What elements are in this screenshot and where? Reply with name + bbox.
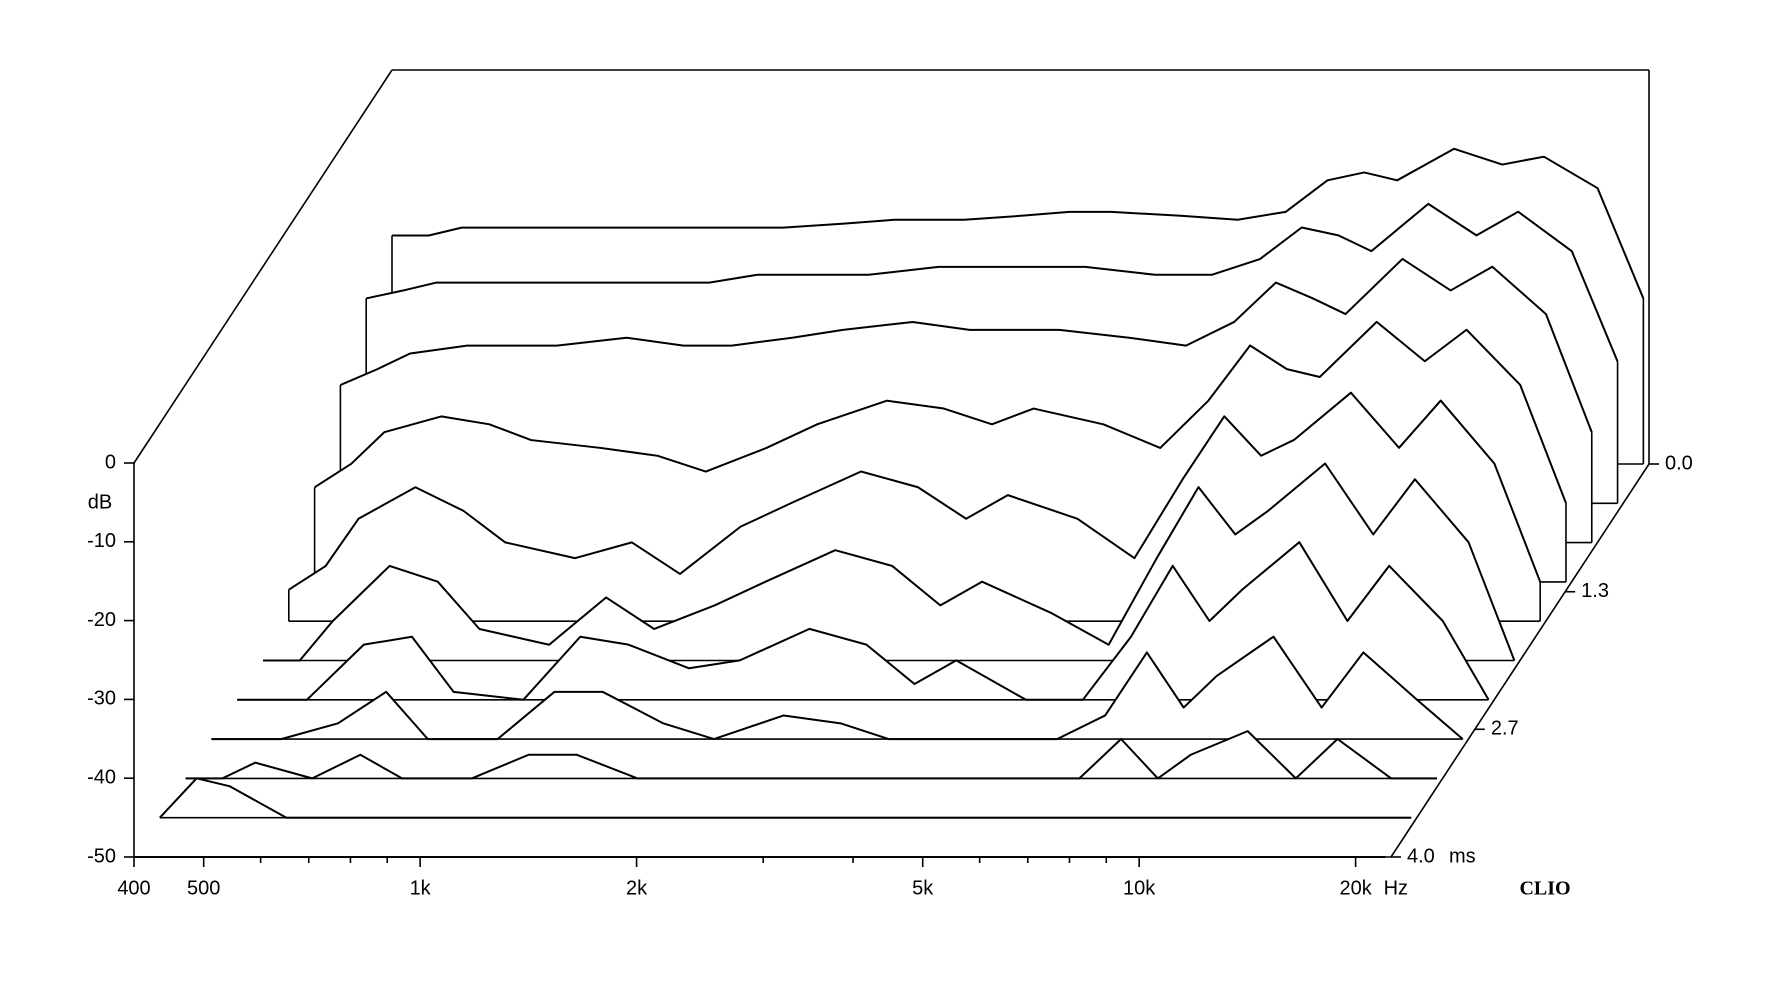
slice-curve — [288, 391, 1542, 591]
x-unit: Hz — [1384, 877, 1408, 899]
slice-curve — [392, 147, 1645, 299]
z-tick-label: 0.0 — [1665, 452, 1693, 474]
slice-fill — [237, 542, 1489, 700]
slice-curve — [211, 635, 1464, 741]
y-tick-label: -40 — [87, 766, 116, 788]
y-axis-label: dB — [88, 491, 112, 513]
slice-curve — [314, 320, 1567, 504]
slice-fill — [211, 636, 1463, 740]
z-unit: ms — [1449, 845, 1476, 867]
y-tick-label: -50 — [87, 845, 116, 867]
x-tick-label: 20k — [1339, 877, 1372, 899]
y-tick-label: 0 — [105, 451, 116, 473]
frame-line — [1390, 463, 1650, 858]
z-tick-label: 1.3 — [1581, 580, 1609, 602]
slice-curve — [237, 541, 1490, 701]
y-tick-label: -20 — [87, 609, 116, 631]
z-tick-label: 4.0 — [1407, 845, 1435, 867]
y-tick-label: -10 — [87, 530, 116, 552]
x-tick-label: 1k — [410, 877, 432, 899]
brand: CLIO — [1519, 878, 1570, 900]
slice-curve — [159, 777, 1412, 819]
y-tick-label: -30 — [87, 688, 116, 710]
x-tick-label: 10k — [1123, 877, 1156, 899]
slice-curve — [185, 730, 1437, 780]
z-tick-label: 2.7 — [1491, 718, 1519, 740]
x-tick-label: 500 — [187, 877, 220, 899]
x-tick-label: 5k — [912, 877, 934, 899]
frame-line — [133, 69, 393, 464]
x-tick-label: 2k — [626, 877, 648, 899]
x-tick-label: 400 — [117, 877, 150, 899]
slice-curve — [340, 257, 1593, 433]
slice-curve — [365, 202, 1619, 362]
slice-curve — [263, 462, 1516, 662]
